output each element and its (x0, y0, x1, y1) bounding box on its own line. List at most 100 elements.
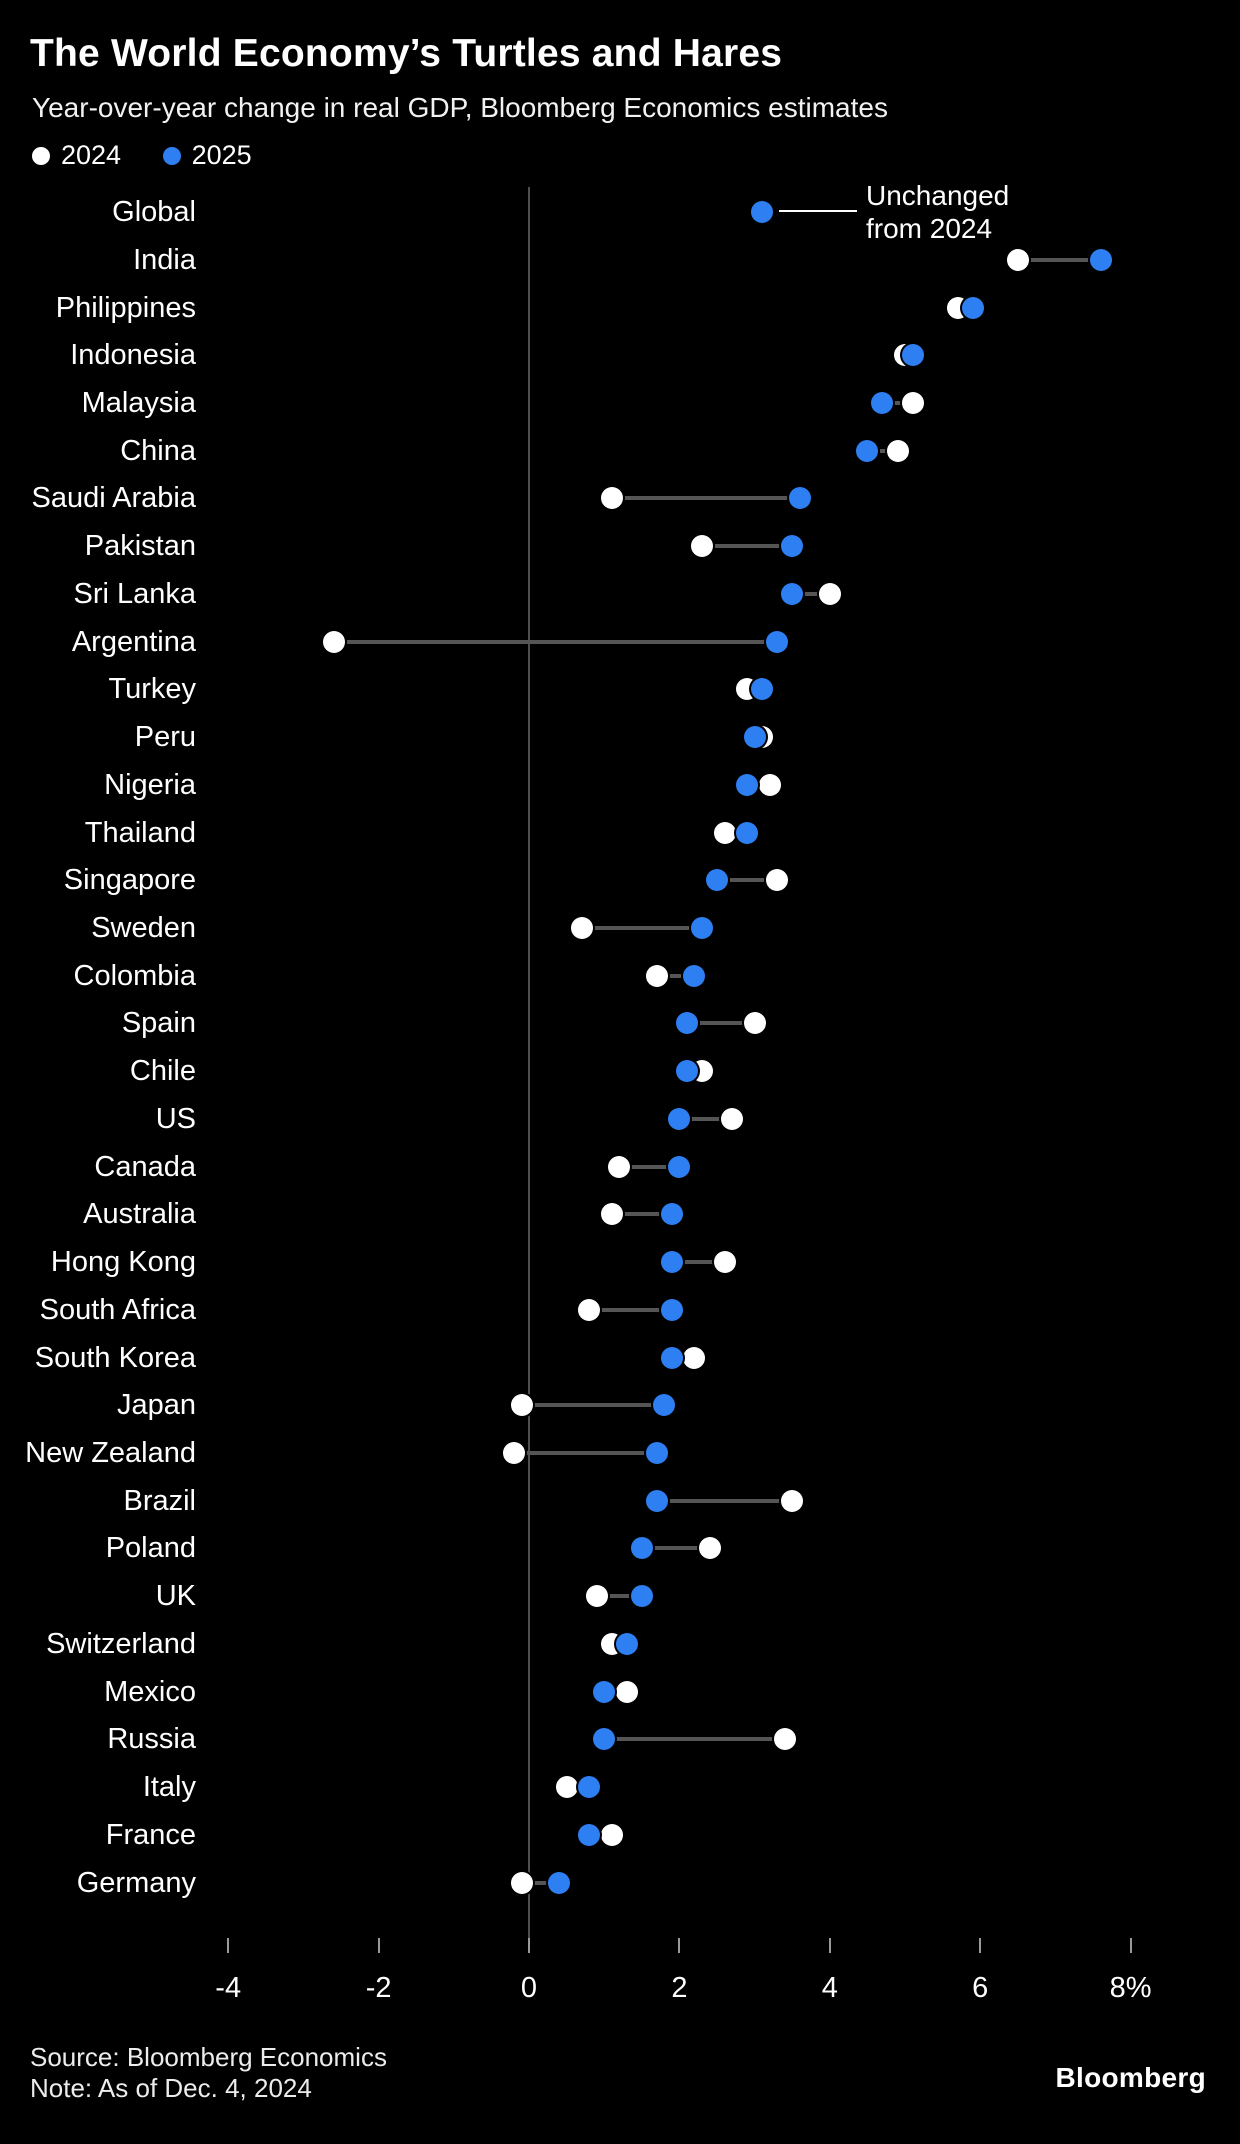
dot-2024 (713, 821, 736, 844)
legend-item-2025: 2025 (162, 140, 252, 171)
dot-2025 (593, 1680, 616, 1703)
footer: Source: Bloomberg Economics Note: As of … (30, 2042, 387, 2104)
dot-2024 (766, 869, 789, 892)
dot-2025 (683, 964, 706, 987)
connector-line (656, 1498, 793, 1503)
connector-line (867, 448, 898, 453)
note-text: Note: As of Dec. 4, 2024 (30, 2073, 312, 2103)
chart-row: India (0, 236, 1240, 284)
dot-2025 (548, 1871, 571, 1894)
chart-title: The World Economy’s Turtles and Hares (30, 32, 783, 75)
connector-line (702, 544, 793, 549)
dot-2025 (660, 1251, 683, 1274)
row-label: Argentina (71, 625, 196, 658)
chart-row: Switzerland (0, 1620, 1240, 1668)
x-tick-label: 8% (1109, 1972, 1152, 2004)
connector-line (679, 1116, 732, 1121)
connector-line (333, 639, 778, 644)
dot-2024 (645, 964, 668, 987)
gdp-dumbbell-chart: Global India Philippines Indonesia Malaysia C… (0, 179, 1240, 2004)
dot-2025 (743, 726, 766, 748)
dot-2025 (578, 1823, 601, 1846)
connector-line (589, 1307, 672, 1312)
row-label: Brazil (123, 1484, 196, 1517)
chart-row: Mexico (0, 1668, 1240, 1716)
dot-2024 (503, 1442, 525, 1464)
row-label: India (133, 243, 196, 276)
dot-2025 (961, 296, 984, 319)
dot-2025 (660, 1203, 683, 1226)
dot-2025 (668, 1155, 691, 1178)
connector-line (641, 1546, 710, 1551)
chart-row: Sri Lanka (0, 570, 1240, 618)
x-tick-label: 2 (671, 1972, 688, 2004)
source-text: Source: Bloomberg Economics (30, 2042, 387, 2072)
row-label: Singapore (63, 864, 196, 897)
dot-2025 (766, 630, 789, 653)
annotation-connector-line (779, 210, 857, 212)
row-label: Canada (94, 1150, 196, 1183)
chart-row: Saudi Arabia (0, 474, 1240, 522)
connector-line (686, 1021, 755, 1026)
connector-line (792, 591, 830, 596)
annotation-line-1: Unchanged (866, 180, 1010, 211)
row-label: Australia (83, 1198, 196, 1231)
chart-row: Turkey (0, 665, 1240, 713)
dot-2024 (570, 916, 593, 939)
dot-2025 (660, 1298, 683, 1321)
chart-row: Colombia (0, 952, 1240, 1000)
connector-line (566, 1785, 590, 1790)
row-label: South Korea (34, 1341, 196, 1374)
chart-row: Thailand (0, 809, 1240, 857)
dot-2024 (555, 1776, 578, 1799)
chart-row: Peru (0, 713, 1240, 761)
dot-2025 (660, 1346, 683, 1369)
x-tick-label: 4 (821, 1972, 838, 2004)
dot-2025 (736, 821, 759, 844)
row-label: Italy (142, 1771, 196, 1804)
row-label: Indonesia (70, 339, 196, 372)
x-tick-mark (528, 1938, 530, 1953)
chart-row: Japan (0, 1381, 1240, 1429)
chart-row: South Africa (0, 1286, 1240, 1334)
connector-line (581, 925, 702, 930)
row-label: Pakistan (84, 530, 196, 563)
dot-2025 (856, 439, 879, 462)
x-tick-mark (377, 1938, 380, 1953)
dot-2025 (645, 1489, 668, 1512)
dot-2025 (901, 344, 924, 367)
connector-line (671, 1260, 725, 1265)
row-label: China (120, 434, 196, 467)
dot-2024 (510, 1394, 533, 1417)
dot-2025 (1089, 248, 1112, 271)
row-label: Nigeria (104, 768, 196, 801)
x-tick-mark (1129, 1938, 1132, 1953)
chart-row: Global (0, 188, 1240, 236)
connector-line (1017, 257, 1101, 262)
annotation-unchanged: Unchanged from 2024 (866, 179, 1009, 245)
chart-row: Hong Kong (0, 1238, 1240, 1286)
chart-row: Poland (0, 1524, 1240, 1572)
chart-row: Nigeria (0, 761, 1240, 809)
row-label: Chile (129, 1055, 196, 1088)
dot-2025 (675, 1012, 698, 1035)
dot-2024 (683, 1346, 706, 1369)
dot-2024 (743, 1012, 766, 1035)
dot-2025 (706, 869, 728, 892)
x-tick-mark (227, 1938, 230, 1953)
chart-row: South Korea (0, 1334, 1240, 1382)
dot-2024 (713, 1251, 736, 1274)
chart-row: Indonesia (0, 331, 1240, 379)
dot-2025 (736, 773, 759, 796)
chart-row: Italy (0, 1763, 1240, 1811)
row-label: France (105, 1818, 196, 1851)
connector-line (521, 1403, 665, 1408)
dot-2025 (668, 1107, 691, 1130)
connector-line (724, 830, 748, 835)
dot-2025 (781, 582, 804, 605)
connector-line (589, 1832, 612, 1837)
row-label: US (155, 1102, 196, 1135)
connector-line (604, 1689, 627, 1694)
dot-2024 (1006, 248, 1029, 271)
